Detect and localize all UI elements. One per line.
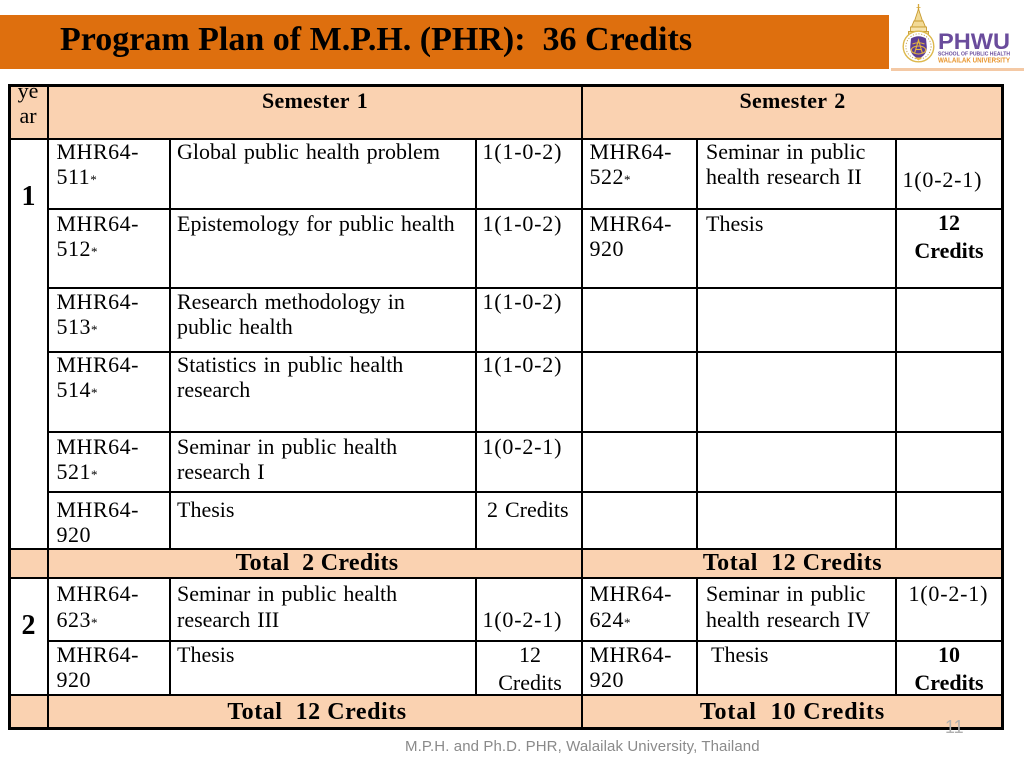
svg-text:WALAILAK UNIVERSITY: WALAILAK UNIVERSITY xyxy=(938,56,1010,65)
svg-text:PHWU: PHWU xyxy=(938,29,1010,54)
svg-text:SCHOOL OF PUBLIC HEALTH: SCHOOL OF PUBLIC HEALTH xyxy=(938,52,1010,58)
